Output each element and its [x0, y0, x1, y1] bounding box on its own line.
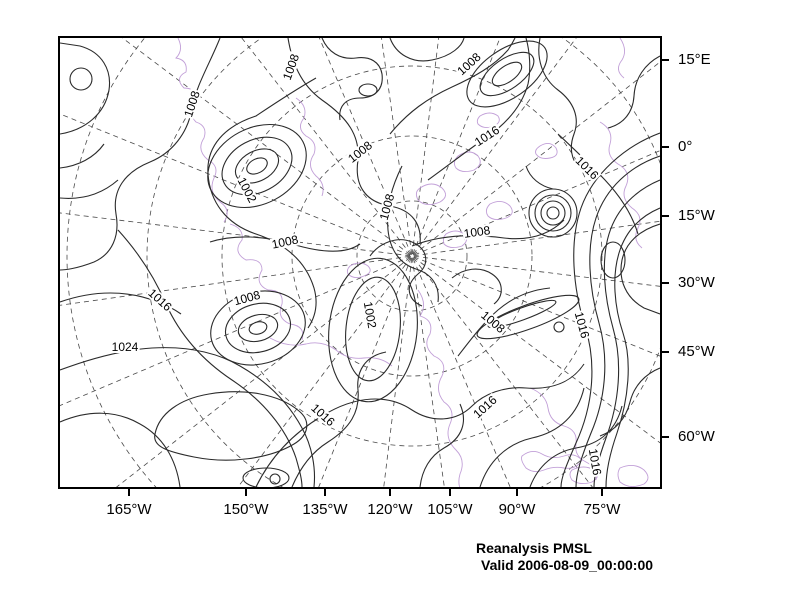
x-axis-label: 150°W — [223, 501, 269, 518]
pressure-contours — [60, 38, 660, 487]
x-axis-label: 165°W — [106, 501, 152, 518]
y-axis-label: 15°W — [678, 207, 715, 224]
x-axis-tick — [516, 489, 518, 496]
map-frame — [58, 36, 662, 489]
y-axis-tick — [662, 215, 669, 217]
x-axis-tick — [389, 489, 391, 496]
x-axis-tick — [128, 489, 130, 496]
valid-time-caption: Valid 2006-08-09_00:00:00 — [481, 557, 654, 573]
y-axis-tick — [662, 436, 669, 438]
y-axis-tick — [662, 59, 669, 61]
y-axis-label: 15°E — [678, 51, 711, 68]
x-axis-label: 105°W — [427, 501, 473, 518]
graticule-grid — [60, 38, 660, 487]
contour-label: 1024 — [110, 340, 140, 354]
x-axis-tick — [245, 489, 247, 496]
y-axis-tick — [662, 282, 669, 284]
y-axis-tick — [662, 146, 669, 148]
x-axis-tick — [449, 489, 451, 496]
chart-title: Reanalysis PMSL — [476, 540, 592, 556]
y-axis-label: 45°W — [678, 343, 715, 360]
x-axis-tick — [601, 489, 603, 496]
y-axis-label: 30°W — [678, 274, 715, 291]
y-axis-label: 0° — [678, 138, 693, 155]
x-axis-label: 120°W — [367, 501, 413, 518]
x-axis-label: 75°W — [583, 501, 621, 518]
x-axis-label: 135°W — [302, 501, 348, 518]
y-axis-tick — [662, 351, 669, 353]
contour-label: 1008 — [461, 223, 493, 241]
x-axis-label: 90°W — [498, 501, 536, 518]
y-axis-label: 60°W — [678, 428, 715, 445]
x-axis-tick — [324, 489, 326, 496]
pressure-contour-map — [60, 38, 660, 487]
